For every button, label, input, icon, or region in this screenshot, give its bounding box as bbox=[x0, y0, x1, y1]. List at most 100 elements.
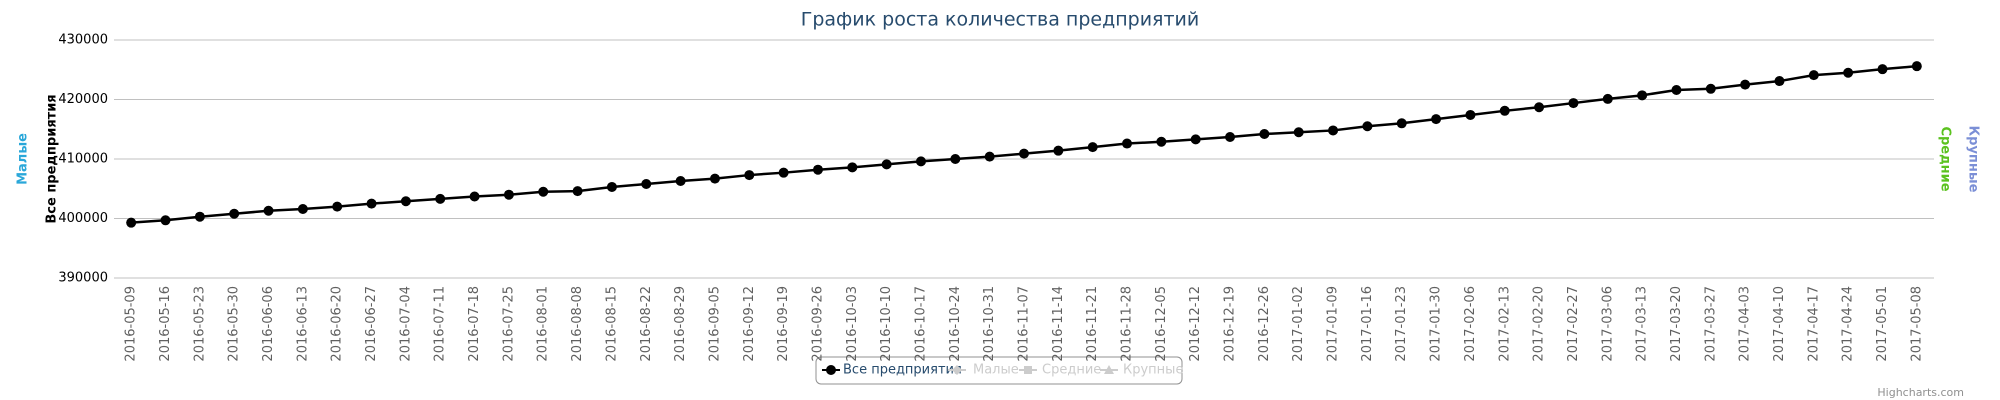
point bbox=[503, 189, 514, 200]
legend-item[interactable]: Все предприятия bbox=[843, 363, 962, 378]
x-tick-label: 2016-12-05 bbox=[1154, 286, 1169, 362]
point bbox=[778, 167, 789, 178]
x-tick-label: 2016-09-05 bbox=[707, 286, 722, 362]
x-tick-label: 2016-10-10 bbox=[879, 286, 894, 362]
point bbox=[1465, 109, 1476, 120]
y2-axis-title: Крупные bbox=[1966, 126, 1981, 193]
x-tick-label: 2017-03-20 bbox=[1669, 286, 1684, 362]
x-tick-label: 2016-10-03 bbox=[845, 286, 860, 362]
x-tick-label: 2016-12-19 bbox=[1223, 286, 1238, 362]
x-tick-label: 2016-07-18 bbox=[467, 286, 482, 362]
x-tick-label: 2016-12-12 bbox=[1188, 286, 1203, 362]
x-tick-label: 2016-09-19 bbox=[776, 286, 791, 362]
x-tick-label: 2017-02-06 bbox=[1463, 286, 1478, 362]
x-tick-label: 2016-11-21 bbox=[1085, 286, 1100, 362]
x-tick-label: 2017-02-20 bbox=[1532, 286, 1547, 362]
point bbox=[1808, 70, 1819, 81]
x-tick-label: 2016-09-12 bbox=[742, 286, 757, 362]
point bbox=[1843, 67, 1854, 78]
x-tick-label: 2016-07-11 bbox=[433, 286, 448, 362]
point bbox=[1774, 76, 1785, 87]
point bbox=[332, 201, 343, 212]
x-tick-label: 2017-01-23 bbox=[1394, 286, 1409, 362]
x-tick-label: 2016-10-31 bbox=[982, 286, 997, 362]
point bbox=[1568, 98, 1579, 109]
point bbox=[1328, 125, 1339, 136]
x-tick-label: 2016-12-26 bbox=[1257, 286, 1272, 362]
x-tick-label: 2017-01-02 bbox=[1291, 286, 1306, 362]
x-tick-label: 2017-01-30 bbox=[1429, 286, 1444, 362]
legend-item[interactable]: Крупные bbox=[1123, 363, 1183, 378]
x-tick-label: 2017-03-06 bbox=[1600, 286, 1615, 362]
point bbox=[950, 154, 961, 164]
series-line bbox=[131, 64, 1917, 224]
point bbox=[1877, 64, 1888, 75]
x-tick-label: 2017-01-16 bbox=[1360, 286, 1375, 362]
point bbox=[160, 215, 171, 226]
point bbox=[1259, 129, 1270, 140]
point bbox=[915, 156, 926, 167]
x-tick-label: 2016-08-08 bbox=[570, 286, 585, 362]
point bbox=[1396, 118, 1407, 129]
x-tick-label: 2017-05-08 bbox=[1909, 286, 1924, 362]
x-tick-label: 2016-08-29 bbox=[673, 286, 688, 362]
point bbox=[263, 205, 274, 216]
x-tick-label: 2016-11-28 bbox=[1120, 286, 1135, 362]
x-tick-label: 2016-06-13 bbox=[295, 286, 310, 362]
point bbox=[435, 193, 446, 204]
x-tick-label: 2016-08-22 bbox=[639, 286, 654, 362]
legend-symbol bbox=[1024, 366, 1032, 374]
legend-item[interactable]: Малые bbox=[973, 363, 1019, 378]
point bbox=[1602, 93, 1613, 104]
point bbox=[400, 196, 411, 207]
x-tick-label: 2016-06-27 bbox=[364, 286, 379, 362]
point bbox=[1671, 84, 1682, 95]
x-tick-label: 2016-07-25 bbox=[501, 286, 516, 362]
y-axis-title: Все предприятия bbox=[45, 94, 60, 223]
point bbox=[194, 211, 205, 222]
x-tick-label: 2016-05-09 bbox=[124, 286, 139, 362]
point bbox=[1053, 145, 1064, 156]
x-tick-label: 2016-11-14 bbox=[1051, 286, 1066, 362]
x-tick-label: 2017-01-09 bbox=[1326, 286, 1341, 362]
legend-box bbox=[815, 356, 1183, 385]
point bbox=[1156, 136, 1167, 147]
legend-symbol bbox=[826, 365, 836, 375]
x-tick-label: 2016-09-26 bbox=[810, 286, 825, 362]
x-tick-label: 2017-04-10 bbox=[1772, 286, 1787, 362]
x-tick-label: 2016-06-06 bbox=[261, 286, 276, 362]
point bbox=[1637, 90, 1648, 101]
point bbox=[847, 162, 858, 173]
point bbox=[1499, 105, 1510, 116]
x-tick-label: 2017-04-24 bbox=[1841, 286, 1856, 362]
y-tick-label: 430000 bbox=[58, 33, 108, 48]
x-tick-label: 2016-08-01 bbox=[536, 286, 551, 362]
x-tick-label: 2017-03-27 bbox=[1703, 286, 1718, 362]
x-tick-label: 2017-03-13 bbox=[1635, 286, 1650, 362]
point bbox=[1911, 61, 1922, 72]
point bbox=[812, 164, 823, 175]
point bbox=[984, 151, 995, 162]
x-tick-label: 2016-05-30 bbox=[227, 286, 242, 362]
point bbox=[469, 191, 480, 202]
x-tick-label: 2016-08-15 bbox=[604, 286, 619, 362]
point bbox=[572, 186, 583, 197]
credits[interactable]: Highcharts.com bbox=[1877, 386, 1964, 399]
legend-symbol bbox=[1104, 365, 1114, 374]
legend-item[interactable]: Средние bbox=[1042, 363, 1101, 378]
x-tick-label: 2017-02-27 bbox=[1566, 286, 1581, 362]
point bbox=[1087, 142, 1098, 153]
x-tick-label: 2016-05-23 bbox=[192, 286, 207, 362]
point bbox=[675, 176, 686, 187]
legend-symbol bbox=[952, 365, 962, 375]
point bbox=[1293, 127, 1304, 138]
y-axis-title: Малые bbox=[16, 133, 31, 185]
point bbox=[1431, 114, 1442, 125]
x-tick-label: 2016-11-07 bbox=[1017, 286, 1032, 362]
point bbox=[229, 208, 240, 219]
point bbox=[606, 181, 617, 192]
y2-axis-title: Средние bbox=[1938, 126, 1953, 191]
chart-title: График роста количества предприятий bbox=[801, 9, 1200, 31]
point bbox=[1362, 121, 1373, 132]
